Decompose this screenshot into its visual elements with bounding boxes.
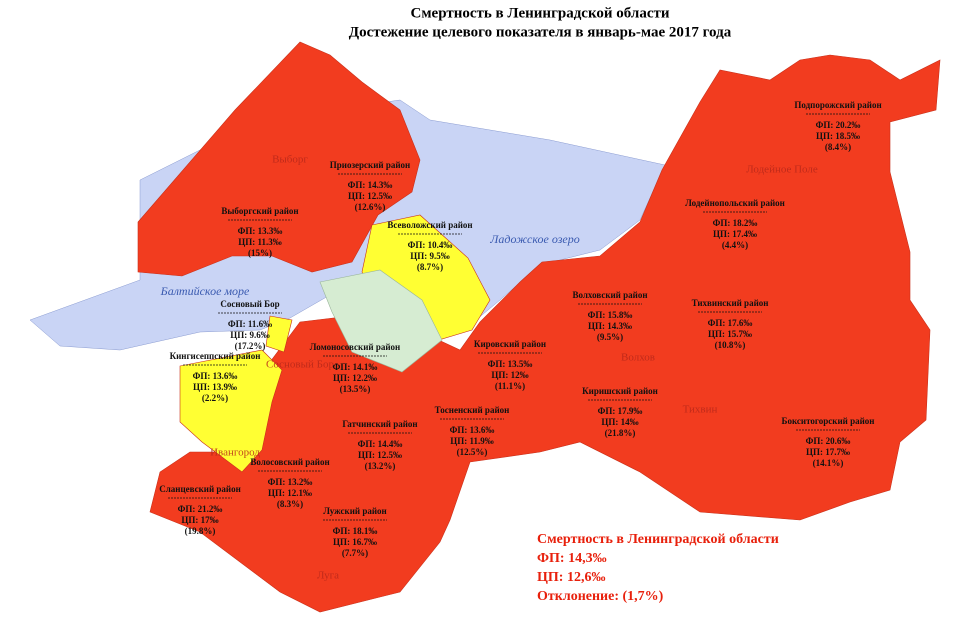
region-cp: ЦП: 11.3‰ [238, 237, 282, 247]
city-area [319, 269, 443, 373]
city-name: Тихвин [683, 404, 718, 416]
region-cp: ЦП: 12.5‰ [358, 450, 402, 460]
water-name: Ладожское озеро [489, 232, 579, 246]
region-cp: ЦП: 9.5‰ [410, 251, 450, 261]
region-deviation: (17.2%) [235, 341, 266, 351]
region-cp: ЦП: 13.9‰ [193, 382, 237, 392]
region-deviation: (12.5%) [457, 447, 488, 457]
region-cp: ЦП: 18.5‰ [816, 131, 860, 141]
map-title: Смертность в Ленинградской области [410, 5, 669, 21]
region-name: Тихвинский район [692, 298, 769, 308]
city-name: Ивангород [210, 447, 260, 459]
region-name: Выборгский район [221, 206, 298, 216]
region-area [137, 41, 421, 277]
region-name: Лодейнопольский район [685, 198, 785, 208]
region-deviation: (8.3%) [277, 499, 303, 509]
map-subtitle: Достежение целевого показателя в январь-… [349, 24, 732, 40]
region-cp: ЦП: 12.2‰ [333, 373, 377, 383]
region-cp: ЦП: 17‰ [181, 515, 218, 525]
region-area [265, 315, 293, 353]
region-deviation: (11.1%) [495, 381, 525, 391]
region-cp: ЦП: 12.1‰ [268, 488, 312, 498]
water-name: Балтийское море [160, 284, 250, 298]
region-deviation: (19.8%) [185, 526, 216, 536]
region-name: Волховский район [572, 290, 647, 300]
summary-fp: ФП: 14,3‰ [537, 551, 607, 566]
region-area [149, 54, 941, 613]
region-deviation: (13.2%) [365, 461, 396, 471]
region-name: Лужский район [323, 506, 386, 516]
region-fp: ФП: 18.1‰ [333, 526, 378, 536]
region-fp: ФП: 13.6‰ [450, 425, 495, 435]
region-cp: ЦП: 17.7‰ [806, 447, 850, 457]
region-name: Кингисеппский район [170, 351, 261, 361]
region-name: Подпорожский район [794, 100, 881, 110]
region-fp: ФП: 17.9‰ [598, 406, 643, 416]
region-fp: ФП: 17.6‰ [708, 318, 753, 328]
city-name: Лодейное Поле [746, 164, 818, 176]
region-deviation: (2.2%) [202, 393, 228, 403]
region-fp: ФП: 14.3‰ [348, 180, 393, 190]
region-fp: ФП: 14.1‰ [333, 362, 378, 372]
city-name: Выборг [272, 154, 308, 166]
region-fp: ФП: 13.5‰ [488, 359, 533, 369]
region-deviation: (13.5%) [340, 384, 371, 394]
region-deviation: (10.8%) [715, 340, 746, 350]
region-deviation: (4.4%) [722, 240, 748, 250]
region-name: Всеволожский район [387, 220, 472, 230]
region-name: Сланцевский район [159, 484, 241, 494]
region-cp: ЦП: 11.9‰ [450, 436, 494, 446]
region-cp: ЦП: 9.6‰ [230, 330, 270, 340]
region-cp: ЦП: 12.5‰ [348, 191, 392, 201]
region-name: Тосненский район [435, 405, 510, 415]
region-deviation: (15%) [248, 248, 272, 258]
region-deviation: (21.8%) [605, 428, 636, 438]
region-fp: ФП: 20.2‰ [816, 120, 861, 130]
region-deviation: (8.4%) [825, 142, 851, 152]
region-fp: ФП: 21.2‰ [178, 504, 223, 514]
region-fp: ФП: 13.3‰ [238, 226, 283, 236]
region-name: Приозерский район [330, 160, 411, 170]
region-cp: ЦП: 16.7‰ [333, 537, 377, 547]
region-name: Гатчинский район [342, 419, 417, 429]
region-fp: ФП: 15.8‰ [588, 310, 633, 320]
region-name: Ломоносовский район [310, 342, 400, 352]
region-deviation: (12.6%) [355, 202, 386, 212]
region-cp: ЦП: 17.4‰ [713, 229, 757, 239]
city-name: Луга [317, 570, 339, 582]
region-name: Сосновый Бор [220, 299, 279, 309]
region-fp: ФП: 11.6‰ [228, 319, 272, 329]
region-cp: ЦП: 14.3‰ [588, 321, 632, 331]
region-fp: ФП: 13.2‰ [268, 477, 313, 487]
summary-dev: Отклонение: (1,7%) [537, 589, 664, 604]
region-deviation: (9.5%) [597, 332, 623, 342]
region-name: Бокситогорский район [782, 416, 875, 426]
region-cp: ЦП: 12‰ [491, 370, 528, 380]
region-name: Волосовский район [250, 457, 329, 467]
region-fp: ФП: 10.4‰ [408, 240, 453, 250]
city-name: Сосновый Бор [266, 359, 334, 371]
region-name: Киришский район [582, 386, 658, 396]
region-fp: ФП: 14.4‰ [358, 439, 403, 449]
region-deviation: (7.7%) [342, 548, 368, 558]
region-deviation: (8.7%) [417, 262, 443, 272]
region-fp: ФП: 18.2‰ [713, 218, 758, 228]
region-deviation: (14.1%) [813, 458, 844, 468]
region-cp: ЦП: 14‰ [601, 417, 638, 427]
region-name: Кировский район [474, 339, 546, 349]
region-area [179, 349, 283, 473]
city-name: Волхов [621, 352, 655, 364]
region-fp: ФП: 13.6‰ [193, 371, 238, 381]
region-cp: ЦП: 15.7‰ [708, 329, 752, 339]
summary-title: Смертность в Ленинградской области [537, 532, 779, 547]
region-fp: ФП: 20.6‰ [806, 436, 851, 446]
summary-cp: ЦП: 12,6‰ [537, 570, 605, 585]
